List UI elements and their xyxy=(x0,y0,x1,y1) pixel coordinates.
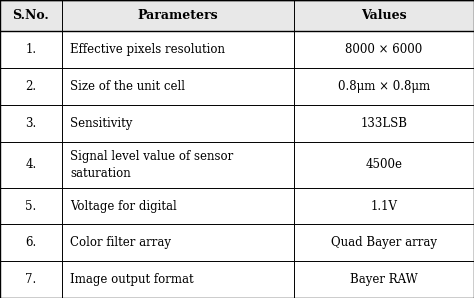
Text: 8000 × 6000: 8000 × 6000 xyxy=(346,43,422,56)
Text: Voltage for digital: Voltage for digital xyxy=(70,200,177,212)
Bar xyxy=(0,68,474,105)
Text: Effective pixels resolution: Effective pixels resolution xyxy=(70,43,225,56)
Text: Size of the unit cell: Size of the unit cell xyxy=(70,80,185,93)
Text: Image output format: Image output format xyxy=(70,273,194,286)
Text: 0.8μm × 0.8μm: 0.8μm × 0.8μm xyxy=(338,80,430,93)
Text: Parameters: Parameters xyxy=(137,9,218,22)
Text: Sensitivity: Sensitivity xyxy=(70,117,133,130)
Text: Bayer RAW: Bayer RAW xyxy=(350,273,418,286)
Text: Values: Values xyxy=(361,9,407,22)
Text: 1.1V: 1.1V xyxy=(371,200,397,212)
Bar xyxy=(0,31,474,68)
Bar xyxy=(0,0,474,31)
Text: 4500e: 4500e xyxy=(365,158,402,171)
Text: 1.: 1. xyxy=(25,43,36,56)
Text: 2.: 2. xyxy=(25,80,36,93)
Text: 7.: 7. xyxy=(25,273,36,286)
Text: Quad Bayer array: Quad Bayer array xyxy=(331,236,437,249)
Bar xyxy=(0,188,474,224)
Text: 6.: 6. xyxy=(25,236,36,249)
Bar xyxy=(0,224,474,261)
Text: S.No.: S.No. xyxy=(12,9,49,22)
Text: Color filter array: Color filter array xyxy=(70,236,171,249)
Text: 3.: 3. xyxy=(25,117,36,130)
Text: Signal level value of sensor
saturation: Signal level value of sensor saturation xyxy=(70,150,233,180)
Bar xyxy=(0,261,474,298)
Text: 133LSB: 133LSB xyxy=(360,117,408,130)
Bar xyxy=(0,142,474,188)
Bar xyxy=(0,105,474,142)
Text: 5.: 5. xyxy=(25,200,36,212)
Text: 4.: 4. xyxy=(25,158,36,171)
